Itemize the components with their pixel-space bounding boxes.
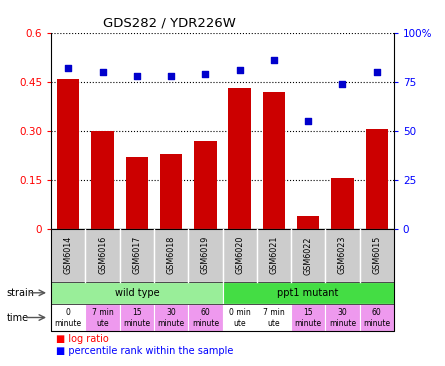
Text: minute: minute bbox=[123, 319, 150, 328]
Text: minute: minute bbox=[55, 319, 82, 328]
Point bbox=[305, 118, 312, 124]
Text: wild type: wild type bbox=[114, 288, 159, 298]
Point bbox=[99, 69, 106, 75]
Text: minute: minute bbox=[295, 319, 322, 328]
Text: ■ log ratio: ■ log ratio bbox=[56, 334, 109, 344]
Text: minute: minute bbox=[158, 319, 185, 328]
Text: GSM6023: GSM6023 bbox=[338, 236, 347, 274]
Text: GSM6015: GSM6015 bbox=[372, 236, 381, 274]
Point bbox=[236, 67, 243, 73]
Text: 30: 30 bbox=[338, 308, 347, 317]
Text: GSM6014: GSM6014 bbox=[64, 236, 73, 274]
Text: GSM6017: GSM6017 bbox=[132, 236, 142, 274]
Point bbox=[168, 73, 175, 79]
Point bbox=[134, 73, 141, 79]
Bar bbox=[91, 131, 114, 229]
Text: minute: minute bbox=[192, 319, 219, 328]
Text: 15: 15 bbox=[303, 308, 313, 317]
Text: time: time bbox=[7, 313, 29, 322]
Text: GSM6018: GSM6018 bbox=[166, 236, 176, 274]
Point bbox=[339, 81, 346, 87]
Bar bbox=[365, 129, 388, 229]
Text: 15: 15 bbox=[132, 308, 142, 317]
Bar bbox=[194, 141, 217, 229]
Bar bbox=[297, 216, 320, 229]
Text: GSM6016: GSM6016 bbox=[98, 236, 107, 274]
Text: ute: ute bbox=[96, 319, 109, 328]
Text: 30: 30 bbox=[166, 308, 176, 317]
Text: ute: ute bbox=[267, 319, 280, 328]
Text: GSM6020: GSM6020 bbox=[235, 236, 244, 274]
Bar bbox=[57, 79, 80, 229]
Text: 0: 0 bbox=[66, 308, 71, 317]
Text: minute: minute bbox=[363, 319, 390, 328]
Point bbox=[271, 57, 278, 63]
Text: ■ percentile rank within the sample: ■ percentile rank within the sample bbox=[56, 346, 233, 356]
Text: 60: 60 bbox=[372, 308, 381, 317]
Text: ppt1 mutant: ppt1 mutant bbox=[278, 288, 339, 298]
Text: GDS282 / YDR226W: GDS282 / YDR226W bbox=[103, 16, 235, 30]
Text: ute: ute bbox=[233, 319, 246, 328]
Text: minute: minute bbox=[329, 319, 356, 328]
Text: GSM6021: GSM6021 bbox=[269, 236, 279, 274]
Text: GSM6022: GSM6022 bbox=[303, 236, 313, 274]
Text: 7 min: 7 min bbox=[92, 308, 113, 317]
Bar bbox=[228, 89, 251, 229]
Point bbox=[373, 69, 380, 75]
Bar bbox=[331, 178, 354, 229]
Bar bbox=[263, 92, 285, 229]
Text: strain: strain bbox=[7, 288, 35, 298]
Text: 60: 60 bbox=[201, 308, 210, 317]
Bar bbox=[125, 157, 148, 229]
Point bbox=[202, 71, 209, 77]
Point bbox=[65, 65, 72, 71]
Text: GSM6019: GSM6019 bbox=[201, 236, 210, 274]
Text: 7 min: 7 min bbox=[263, 308, 285, 317]
Text: 0 min: 0 min bbox=[229, 308, 251, 317]
Bar bbox=[160, 154, 182, 229]
